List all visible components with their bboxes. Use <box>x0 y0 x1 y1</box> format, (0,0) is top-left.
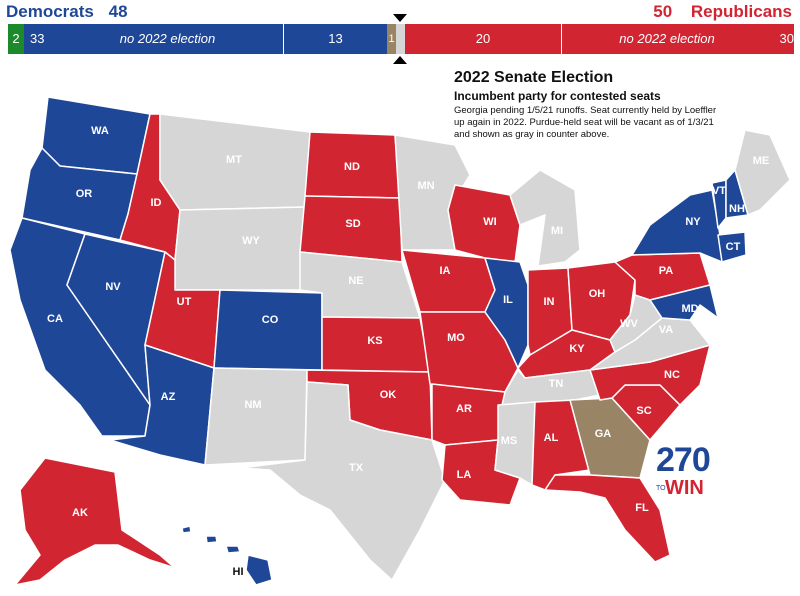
label-wa: WA <box>91 125 109 137</box>
state-tx[interactable] <box>239 381 446 581</box>
label-ks: KS <box>367 335 382 347</box>
seat-counter-bar: 2 33 no 2022 election 13 1 1 20 no 2022 … <box>8 24 794 54</box>
counter-segment-independent[interactable]: 2 <box>8 24 24 54</box>
label-sc: SC <box>636 405 651 417</box>
democrats-total: Democrats 48 <box>6 2 128 22</box>
map-subtitle: Incumbent party for contested seats <box>454 89 661 103</box>
label-ak: AK <box>72 507 88 519</box>
counter-segment-rep-contested[interactable]: 20 <box>405 24 562 54</box>
label-nm: NM <box>244 399 261 411</box>
counter-segment-vacant[interactable]: 1 <box>396 24 405 54</box>
state-ny[interactable] <box>631 189 723 263</box>
label-va: VA <box>659 324 674 336</box>
label-ca: CA <box>47 313 63 325</box>
republicans-label: Republicans <box>690 2 792 21</box>
label-ga: GA <box>595 428 612 440</box>
label-tn: TN <box>549 378 564 390</box>
state-md[interactable] <box>649 284 719 321</box>
counter-segment-rep-no-election[interactable]: no 2022 election <box>562 24 772 54</box>
map-title-block: 2022 Senate Election Incumbent party for… <box>454 69 754 141</box>
label-la: LA <box>457 469 472 481</box>
label-ut: UT <box>177 296 192 308</box>
counter-segment-rep-held[interactable]: 30 <box>772 24 794 54</box>
label-mo: MO <box>447 332 465 344</box>
label-wv: WV <box>620 318 638 330</box>
label-fl: FL <box>635 502 649 514</box>
counter-segment-dem-held[interactable]: 33 <box>24 24 52 54</box>
republicans-count: 50 <box>653 2 673 21</box>
label-mt: MT <box>226 154 242 166</box>
label-mi: MI <box>551 225 563 237</box>
state-me[interactable] <box>734 129 791 216</box>
state-ak[interactable] <box>14 457 176 586</box>
label-pa: PA <box>659 265 674 277</box>
label-co: CO <box>262 314 279 326</box>
label-ky: KY <box>569 343 585 355</box>
state-mi[interactable] <box>509 169 581 267</box>
label-il: IL <box>503 294 513 306</box>
label-md: MD <box>681 303 698 315</box>
state-ia[interactable] <box>401 249 496 313</box>
label-wy: WY <box>242 235 260 247</box>
label-az: AZ <box>161 391 176 403</box>
majority-marker-bottom <box>393 56 407 64</box>
state-co[interactable] <box>213 289 323 371</box>
label-vt: VT <box>712 185 726 197</box>
republicans-total: 50 Republicans <box>653 2 792 22</box>
democrats-count: 48 <box>108 2 128 21</box>
label-ny: NY <box>685 216 701 228</box>
label-hi: HI <box>233 566 244 578</box>
majority-marker-top <box>393 14 407 22</box>
label-mn: MN <box>417 180 434 192</box>
map-note: Georgia pending 1/5/21 runoffs. Seat cur… <box>454 105 717 140</box>
label-nc: NC <box>664 369 680 381</box>
state-fl[interactable] <box>544 474 671 563</box>
counter-segment-pending[interactable]: 1 <box>387 24 396 54</box>
state-labels: WA OR CA NV AZ CO IL NY VT NH CT MD HI I… <box>47 125 769 578</box>
state-hi[interactable] <box>181 525 273 586</box>
state-nm[interactable] <box>204 367 308 466</box>
label-in: IN <box>544 296 555 308</box>
label-ms: MS <box>501 435 518 447</box>
label-oh: OH <box>589 288 606 300</box>
label-ar: AR <box>456 403 472 415</box>
label-nh: NH <box>729 203 745 215</box>
label-al: AL <box>544 432 559 444</box>
label-id: ID <box>151 197 162 209</box>
label-ne: NE <box>348 275 363 287</box>
label-wi: WI <box>483 216 496 228</box>
label-sd: SD <box>345 218 360 230</box>
label-tx: TX <box>349 462 364 474</box>
counter-segment-dem-contested[interactable]: 13 <box>284 24 387 54</box>
label-ct: CT <box>726 241 741 253</box>
label-ia: IA <box>440 265 451 277</box>
label-nv: NV <box>105 281 121 293</box>
map-title: 2022 Senate Election <box>454 69 614 86</box>
logo-win: WIN <box>665 477 704 499</box>
label-nd: ND <box>344 161 360 173</box>
label-ok: OK <box>380 389 397 401</box>
state-ct[interactable] <box>717 231 747 263</box>
logo-number: 270 <box>656 441 711 479</box>
label-or: OR <box>76 188 93 200</box>
label-me: ME <box>753 155 770 167</box>
democrats-label: Democrats <box>6 2 94 21</box>
270towin-logo[interactable]: 270 TOWIN <box>656 443 718 500</box>
counter-segment-dem-no-election[interactable]: no 2022 election <box>52 24 284 54</box>
state-wy[interactable] <box>174 206 306 291</box>
logo-to: TO <box>656 485 666 492</box>
